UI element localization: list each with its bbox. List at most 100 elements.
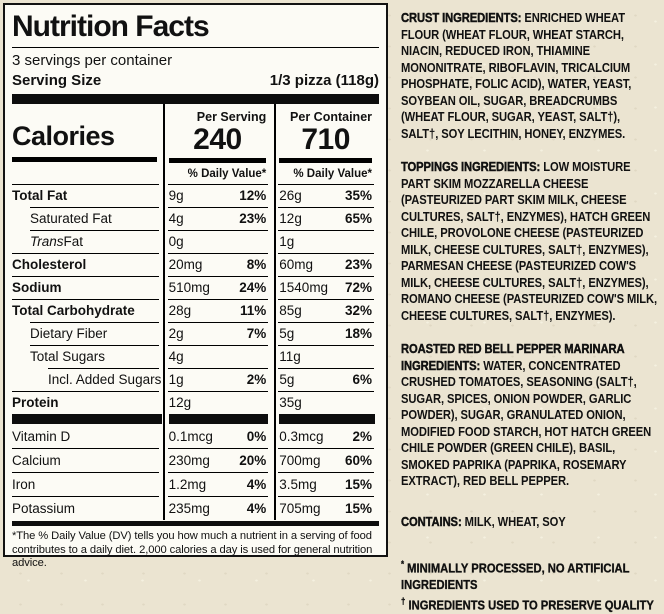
ingredient-lead-label: ROASTED RED BELL PEPPER MARINARA INGREDI… — [401, 341, 625, 373]
per-serving-amount: 12g — [168, 395, 192, 410]
nutrition-facts-label: Nutrition Facts 3 servings per container… — [3, 3, 388, 569]
nutrient-name: Trans Fat — [30, 230, 163, 253]
per-container-header: Per Container — [290, 110, 373, 124]
per-serving-cell: 28g 11% — [163, 299, 274, 322]
per-serving-cell: 9g 12% — [163, 184, 274, 207]
vitamin-row: Iron 1.2mg 4% 3.5mg 15% — [12, 472, 379, 496]
calories-label: Calories — [12, 121, 115, 151]
calories-underline — [12, 157, 157, 162]
ingredient-paragraph: TOPPINGS INGREDIENTS: LOW MOISTURE PART … — [401, 159, 658, 323]
per-container-daily-value: 23% — [344, 257, 373, 272]
per-container-cell: 60mg 23% — [273, 253, 379, 276]
nutrient-name: Protein — [12, 391, 163, 414]
per-container-daily-value: 72% — [344, 280, 373, 295]
per-serving-amount: 0g — [168, 234, 184, 249]
nutrient-name: Iron — [12, 472, 163, 496]
footnote-symbol: † — [401, 596, 406, 607]
nutrient-name: Calcium — [12, 448, 163, 472]
per-serving-amount: 20mg — [168, 257, 203, 272]
per-container-amount: 1g — [279, 234, 295, 249]
per-serving-daily-value: 7% — [246, 326, 267, 341]
per-serving-daily-value: 11% — [240, 303, 267, 318]
ingredients-notes: * MINIMALLY PROCESSED, NO ARTIFICIAL ING… — [401, 556, 658, 614]
footnote-symbol: * — [401, 559, 405, 569]
calories-per-container-cell: Per Container 710 % Daily Value* — [273, 104, 379, 184]
per-serving-amount: 510mg — [168, 280, 210, 295]
serving-size-row: Serving Size 1/3 pizza (118g) — [12, 71, 379, 90]
per-serving-amount: 4g — [168, 349, 184, 364]
per-serving-daily-value: 4% — [246, 476, 267, 492]
nutrient-rows: Total Fat 9g 12% 26g 35% Saturated Fat 4g 23% 12… — [12, 184, 379, 414]
per-serving-daily-value: 4% — [246, 500, 267, 516]
per-serving-cell: 4g 23% — [163, 207, 274, 230]
ingredient-paragraph: ROASTED RED BELL PEPPER MARINARA INGREDI… — [401, 341, 652, 488]
ingredient-paragraph: CRUST INGREDIENTS: ENRICHED WHEAT FLOUR … — [401, 10, 632, 141]
ingredient-lead-label: TOPPINGS INGREDIENTS: — [401, 159, 541, 174]
protein-section-bar — [12, 414, 379, 424]
nutrient-name: Cholesterol — [12, 253, 163, 276]
nutrition-table: Calories Per Serving 240 % Daily Value* … — [12, 104, 379, 520]
per-container-amount: 5g — [279, 372, 295, 387]
per-container-amount: 0.3mcg — [279, 428, 324, 444]
per-container-amount: 60mg — [279, 257, 314, 272]
per-serving-amount: 1g — [168, 372, 184, 387]
per-container-cell: 3.5mg 15% — [273, 472, 379, 496]
per-serving-underline — [168, 158, 267, 163]
per-container-cell: 5g 18% — [273, 322, 379, 345]
daily-value-header-serving: % Daily Value* — [187, 168, 267, 180]
per-serving-daily-value: 12% — [239, 188, 267, 203]
per-container-amount: 11g — [279, 349, 301, 364]
nutrient-name: Dietary Fiber — [30, 322, 163, 345]
vitamin-rows: Vitamin D 0.1mcg 0% 0.3mcg 2% Calcium 230mg 20%… — [12, 424, 379, 520]
nutrient-row: Incl. Added Sugars 1g 2% 5g 6% — [12, 368, 379, 391]
per-container-cell: 1540mg 72% — [273, 276, 379, 299]
per-container-daily-value: 35% — [344, 188, 373, 203]
nutrient-name: Incl. Added Sugars — [48, 368, 163, 391]
per-container-daily-value: 2% — [352, 428, 373, 444]
per-container-cell: 11g — [273, 345, 379, 368]
per-container-cell: 705mg 15% — [273, 496, 379, 520]
footnote-divider-bar — [12, 521, 379, 526]
per-container-daily-value: 65% — [344, 211, 373, 226]
per-container-daily-value: 6% — [352, 372, 373, 387]
nutrient-row: Total Sugars 4g 11g — [12, 345, 379, 368]
header-thick-bar — [12, 94, 379, 104]
nutrient-name: Sodium — [12, 276, 163, 299]
per-serving-cell: 1g 2% — [163, 368, 274, 391]
per-container-amount: 35g — [279, 395, 302, 410]
per-serving-cell: 235mg 4% — [163, 496, 274, 520]
per-serving-amount: 230mg — [168, 452, 210, 468]
per-serving-amount: 28g — [168, 303, 192, 318]
per-serving-amount: 4g — [168, 211, 184, 226]
serving-size-label: Serving Size — [12, 72, 102, 89]
per-container-cell: 85g 32% — [273, 299, 379, 322]
per-container-cell: 0.3mcg 2% — [273, 424, 379, 448]
per-serving-amount: 1.2mg — [168, 476, 207, 492]
per-serving-daily-value: 20% — [239, 452, 267, 468]
serving-size-value: 1/3 pizza (118g) — [269, 72, 379, 89]
per-container-cell: 1g — [273, 230, 379, 253]
per-container-amount: 5g — [279, 326, 295, 341]
label-title: Nutrition Facts — [12, 10, 210, 43]
ingredients-paragraphs: CRUST INGREDIENTS: ENRICHED WHEAT FLOUR … — [401, 10, 658, 530]
per-container-daily-value: 18% — [344, 326, 373, 341]
nutrient-row: Cholesterol 20mg 8% 60mg 23% — [12, 253, 379, 276]
nutrient-name: Saturated Fat — [30, 207, 163, 230]
per-container-daily-value: 32% — [344, 303, 373, 318]
per-container-amount: 1540mg — [279, 280, 329, 295]
calories-section: Calories Per Serving 240 % Daily Value* … — [12, 104, 379, 184]
per-serving-cell: 1.2mg 4% — [163, 472, 274, 496]
nutrient-row: Sodium 510mg 24% 1540mg 72% — [12, 276, 379, 299]
vitamin-row: Calcium 230mg 20% 700mg 60% — [12, 448, 379, 472]
per-serving-cell: 4g — [163, 345, 274, 368]
column-divider-2 — [274, 104, 276, 520]
per-container-daily-value: 15% — [344, 500, 373, 516]
daily-value-header-container: % Daily Value* — [293, 168, 373, 180]
nutrient-name: Total Sugars — [30, 345, 163, 368]
per-container-cell: 35g — [273, 391, 379, 414]
per-serving-cell: 12g — [163, 391, 274, 414]
per-serving-cell: 2g 7% — [163, 322, 274, 345]
per-container-underline — [279, 158, 373, 163]
per-container-amount: 3.5mg — [279, 476, 317, 492]
footnote-line: † INGREDIENTS USED TO PRESERVE QUALITY — [401, 596, 654, 613]
